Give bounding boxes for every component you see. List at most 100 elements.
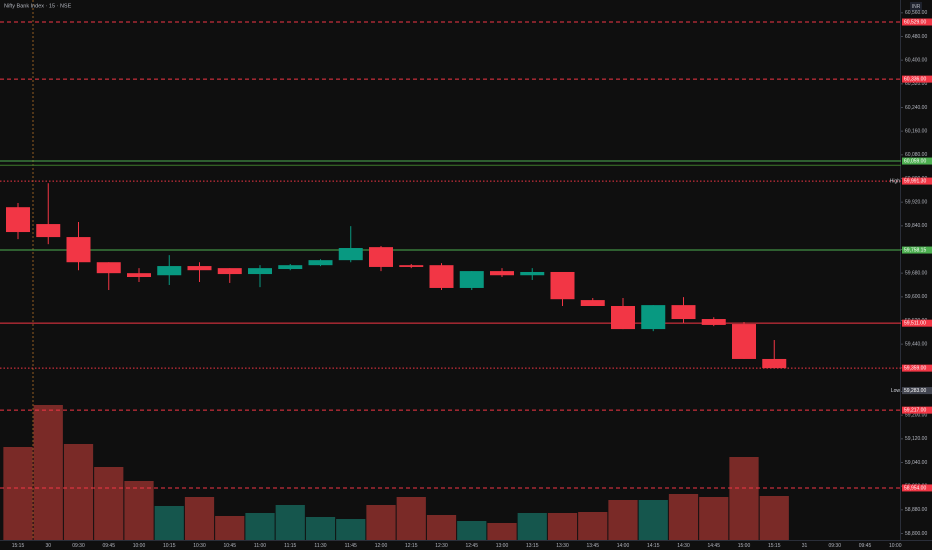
x-tick-label: 10:00 (133, 543, 146, 549)
price-level-box (902, 387, 932, 395)
price-tag: High (890, 178, 901, 184)
candle-body (248, 268, 272, 275)
price-level-label: 59,991.30 (904, 178, 926, 184)
volume-bar (94, 467, 124, 540)
price-tag: Low (891, 388, 901, 394)
volume-bar (154, 506, 184, 540)
x-tick-label: 09:45 (859, 543, 872, 549)
x-tick-label: 09:30 (828, 543, 841, 549)
x-tick-label: 15:00 (738, 543, 751, 549)
volume-bar (517, 513, 547, 540)
volume-bar (547, 513, 578, 540)
candle-body (217, 268, 242, 275)
x-tick-label: 11:15 (284, 543, 296, 549)
candle-body (490, 271, 514, 276)
volume-bar (457, 521, 487, 540)
y-tick-label: 60,400.00 (905, 57, 927, 63)
candle-body (701, 319, 726, 325)
x-tick-label: 15:15 (768, 543, 781, 549)
y-tick-label: 58,880.00 (905, 507, 927, 513)
price-level-label: 60,529.00 (904, 19, 926, 25)
x-tick-label: 14:15 (647, 543, 660, 549)
y-tick-label: 59,920.00 (905, 199, 927, 205)
x-tick-label: 31 (802, 543, 808, 549)
x-tick-label: 12:00 (375, 543, 388, 549)
candle-body (520, 271, 545, 276)
y-tick-label: 59,040.00 (905, 460, 927, 466)
volume-bar (759, 496, 789, 540)
x-tick-label: 09:30 (72, 543, 85, 549)
volume-bar (487, 523, 517, 540)
y-tick-label: 60,160.00 (905, 128, 927, 134)
volume-bar (699, 497, 729, 540)
volume-bar (366, 505, 396, 540)
price-level-label: 59,359.00 (904, 365, 926, 371)
candle-body (66, 237, 91, 263)
x-tick-label: 12:45 (465, 543, 478, 549)
x-tick-label: 12:30 (435, 543, 448, 549)
volume-bar (305, 517, 336, 540)
x-tick-label: 10:45 (223, 543, 236, 549)
volume-bar (3, 447, 33, 540)
price-level-box (902, 319, 932, 327)
x-tick-label: 10:30 (193, 543, 206, 549)
x-tick-label: 14:30 (677, 543, 690, 549)
y-tick-label: 59,200.00 (905, 412, 927, 418)
price-level-label: 59,283.00 (904, 388, 926, 394)
candle-body (187, 266, 212, 271)
price-level-box (902, 406, 932, 414)
candle-body (399, 265, 424, 267)
candle-body (36, 224, 61, 238)
x-tick-label: 10:15 (163, 543, 176, 549)
x-tick-label: 15:15 (12, 543, 25, 549)
y-tick-label: 60,560.00 (905, 10, 927, 16)
y-tick-label: 60,320.00 (905, 81, 927, 87)
volume-bar (578, 512, 608, 540)
volume-bar (396, 497, 426, 540)
price-level-box (902, 75, 932, 83)
volume-bar (729, 457, 759, 540)
candle-body (6, 207, 30, 233)
chart-title: Nifty Bank Index · 15 · NSE (4, 3, 72, 9)
candle-body (96, 262, 121, 274)
price-level-label: 59,758.15 (904, 247, 926, 253)
x-tick-label: 13:45 (586, 543, 599, 549)
volume-bar (124, 481, 154, 540)
x-tick-label: 11:30 (314, 543, 326, 549)
price-level-box (902, 157, 932, 165)
y-tick-label: 59,440.00 (905, 341, 927, 347)
price-level-box (902, 484, 932, 492)
candle-body (157, 266, 182, 276)
volume-bar (245, 513, 275, 540)
y-tick-label: 60,480.00 (905, 34, 927, 40)
candle-body (308, 260, 333, 266)
volume-bar (184, 497, 215, 540)
candle-body (732, 324, 756, 359)
currency[interactable]: INR (912, 4, 921, 10)
volume-bar (608, 500, 638, 540)
y-tick-label: 59,600.00 (905, 294, 927, 300)
x-tick-label: 11:45 (345, 543, 357, 549)
volume-bar (275, 505, 305, 540)
candle-body (429, 265, 454, 288)
volume-bar (426, 515, 457, 540)
candle-body (127, 273, 151, 278)
y-tick-label: 59,680.00 (905, 270, 927, 276)
y-tick-label: 58,800.00 (905, 531, 927, 537)
candle-body (611, 306, 635, 330)
candle-body (762, 358, 787, 369)
candle-body (338, 248, 363, 261)
price-level-label: 60,059.00 (904, 158, 926, 164)
candle-body (580, 300, 605, 307)
volume-bar (63, 444, 94, 540)
y-tick-label: 59,120.00 (905, 436, 927, 442)
y-tick-label: 59,840.00 (905, 223, 927, 229)
candle-body (369, 247, 393, 267)
x-tick-label: 10:00 (889, 543, 902, 549)
x-tick-label: 12:15 (405, 543, 418, 549)
x-tick-label: 13:00 (496, 543, 509, 549)
price-level-label: 59,511.00 (904, 320, 926, 326)
volume-bar (215, 516, 245, 540)
volume-bar (33, 405, 63, 540)
